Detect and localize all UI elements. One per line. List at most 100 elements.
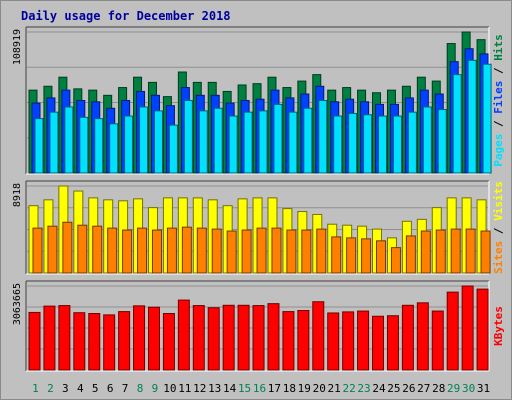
bar-kbytes-day-28	[431, 310, 444, 371]
panel-mid: 8918 Sites / Visits	[12, 180, 505, 275]
bar-pages-day-8	[139, 106, 149, 174]
x-axis-labels: 1 2 3 4 5 6 7 8 9 10 11 12 13 14 15 16 17 18 19 20 21 22 23 24 2…	[32, 382, 490, 395]
bar-kbytes-day-14	[222, 304, 235, 371]
bar-kbytes-day-11	[177, 299, 190, 371]
bar-sites-day-5	[92, 225, 103, 274]
x-tick-label-day-15: 15	[238, 382, 251, 395]
bar-kbytes-day-25	[386, 315, 399, 371]
bar-sites-day-4	[77, 224, 88, 274]
bar-sites-day-13	[211, 228, 222, 274]
x-tick-label-day-1: 1	[32, 382, 39, 395]
chart-title: Daily usage for December 2018	[21, 9, 231, 23]
bar-kbytes-day-8	[133, 305, 146, 371]
bar-sites-day-9	[151, 229, 162, 274]
bar-pages-day-26	[407, 111, 417, 174]
x-tick-label-day-17: 17	[268, 382, 281, 395]
x-tick-label-day-7: 7	[122, 382, 129, 395]
bar-sites-day-17	[271, 227, 282, 274]
x-tick-label-day-8: 8	[137, 382, 144, 395]
x-tick-label-day-31: 31	[477, 382, 490, 395]
bar-kbytes-day-15	[237, 304, 250, 371]
x-tick-label-day-12: 12	[193, 382, 206, 395]
bar-kbytes-day-20	[312, 301, 325, 371]
bar-pages-day-30	[467, 59, 477, 174]
bar-pages-day-17	[273, 103, 283, 174]
bar-kbytes-day-31	[476, 288, 489, 371]
bar-kbytes-day-23	[357, 310, 370, 371]
chart-panels: 108919 Pages / Files / Hits 8918 Sites / Vi…	[12, 26, 505, 372]
legend-separator: /	[492, 114, 505, 134]
x-tick-label-day-26: 26	[402, 382, 415, 395]
bar-pages-day-13	[213, 107, 223, 174]
bar-pages-day-21	[333, 115, 343, 174]
bar-sites-day-2	[47, 225, 58, 274]
bar-kbytes-day-26	[401, 304, 414, 371]
bar-sites-day-10	[166, 227, 177, 274]
panel-mid-max-label: 8918	[12, 183, 23, 207]
bar-pages-day-4	[79, 116, 89, 174]
bar-sites-day-30	[465, 228, 476, 274]
bar-sites-day-21	[331, 236, 342, 274]
bar-pages-day-25	[392, 115, 402, 174]
x-tick-label-day-9: 9	[152, 382, 159, 395]
bar-pages-day-29	[452, 74, 462, 174]
x-tick-label-day-23: 23	[357, 382, 370, 395]
bar-sites-day-14	[226, 230, 237, 274]
bar-pages-day-7	[124, 115, 134, 174]
bar-sites-day-31	[480, 230, 491, 274]
x-tick-label-day-11: 11	[178, 382, 191, 395]
bar-pages-day-27	[422, 106, 432, 174]
bar-kbytes-day-19	[297, 310, 310, 371]
bar-pages-day-16	[258, 110, 268, 174]
bar-kbytes-day-6	[103, 314, 116, 371]
bar-sites-day-6	[107, 227, 118, 274]
x-tick-label-day-13: 13	[208, 382, 221, 395]
x-tick-label-day-4: 4	[77, 382, 84, 395]
x-tick-label-day-29: 29	[447, 382, 460, 395]
bar-pages-day-3	[64, 106, 74, 174]
bar-kbytes-day-2	[43, 305, 56, 371]
bar-pages-day-22	[348, 112, 358, 174]
legend-sites: Sites	[492, 241, 505, 274]
bar-kbytes-day-5	[88, 313, 101, 371]
x-tick-label-day-3: 3	[62, 382, 69, 395]
x-tick-label-day-14: 14	[223, 382, 237, 395]
bar-sites-day-3	[62, 221, 73, 274]
bar-pages-day-10	[168, 124, 178, 174]
panel-bot-max-label: 3063665	[12, 283, 23, 325]
bar-sites-day-7	[122, 229, 133, 274]
panel-top-legend: Pages / Files / Hits	[492, 34, 505, 167]
bar-pages-day-24	[378, 115, 388, 174]
x-tick-label-day-25: 25	[387, 382, 400, 395]
bar-kbytes-day-12	[192, 305, 205, 371]
bar-pages-day-9	[153, 110, 163, 174]
legend-files: Files	[492, 81, 505, 114]
bar-kbytes-day-29	[446, 291, 459, 371]
legend-separator: /	[492, 221, 505, 241]
bar-kbytes-day-9	[147, 306, 160, 371]
x-tick-label-day-10: 10	[163, 382, 176, 395]
bar-pages-day-2	[49, 111, 59, 174]
bar-sites-day-28	[435, 229, 446, 274]
x-tick-label-day-20: 20	[313, 382, 326, 395]
bar-pages-day-14	[228, 115, 238, 174]
x-tick-label-day-5: 5	[92, 382, 99, 395]
bar-sites-day-8	[137, 227, 148, 274]
x-tick-label-day-16: 16	[253, 382, 266, 395]
panel-top: 108919 Pages / Files / Hits	[12, 26, 505, 175]
x-tick-label-day-27: 27	[417, 382, 430, 395]
panel-mid-legend: Sites / Visits	[492, 181, 505, 274]
x-tick-label-day-30: 30	[462, 382, 475, 395]
x-tick-label-day-6: 6	[107, 382, 114, 395]
legend-hits: Hits	[492, 34, 505, 61]
legend-visits: Visits	[492, 181, 505, 221]
bar-kbytes-day-17	[267, 303, 280, 371]
bar-pages-day-31	[482, 63, 492, 174]
bar-pages-day-18	[288, 111, 298, 174]
bar-sites-day-26	[405, 235, 416, 274]
bar-kbytes-day-3	[58, 305, 71, 371]
bar-pages-day-1	[34, 118, 44, 174]
bar-sites-day-16	[256, 227, 267, 274]
bar-sites-day-1	[32, 227, 43, 274]
